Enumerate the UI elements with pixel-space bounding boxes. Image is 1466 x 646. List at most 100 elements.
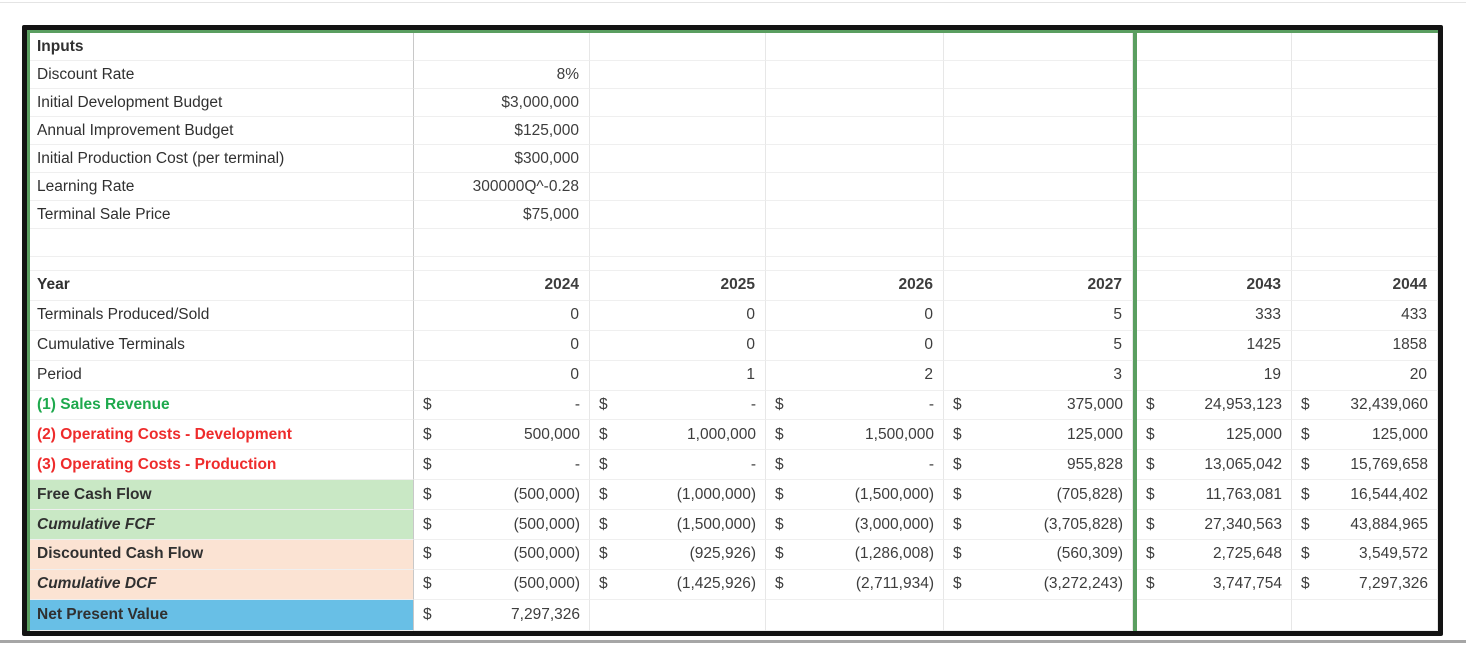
empty-cell[interactable] [944,201,1133,229]
money-cell[interactable]: $ - [766,390,944,421]
empty-cell[interactable] [1292,145,1438,173]
money-cell[interactable]: $955,828 [944,450,1133,481]
money-cell[interactable]: $1,500,000 [766,420,944,451]
empty-cell[interactable] [590,173,766,201]
count-cell[interactable]: 433 [1292,300,1438,331]
input-label-cell[interactable]: Initial Development Budget [30,89,414,117]
money-cell[interactable]: $ (3,000,000) [766,510,944,541]
empty-cell[interactable] [414,33,590,61]
empty-cell[interactable] [1292,33,1438,61]
empty-cell[interactable] [766,145,944,173]
input-value-cell[interactable]: $300,000 [414,145,590,173]
empty-cell[interactable] [1137,229,1292,257]
money-cell[interactable]: $43,884,965 [1292,510,1438,541]
money-cell[interactable]: $7,297,326 [1292,569,1438,600]
row-label-cell[interactable]: Net Present Value [30,599,414,631]
count-cell[interactable]: 1425 [1137,330,1292,361]
empty-cell[interactable] [1137,173,1292,201]
count-cell[interactable]: 2 [766,360,944,391]
empty-cell[interactable] [590,61,766,89]
input-label-cell[interactable]: Initial Production Cost (per terminal) [30,145,414,173]
empty-cell[interactable] [944,599,1133,631]
empty-cell[interactable] [1137,61,1292,89]
money-cell[interactable]: $13,065,042 [1137,450,1292,481]
row-label-cell[interactable]: (1) Sales Revenue [30,390,414,421]
money-cell[interactable]: $125,000 [944,420,1133,451]
money-cell[interactable]: $ - [414,390,590,421]
money-cell[interactable]: $7,297,326 [414,599,590,631]
input-value-cell[interactable]: $125,000 [414,117,590,145]
money-cell[interactable]: $125,000 [1137,420,1292,451]
count-cell[interactable]: 0 [590,330,766,361]
count-cell[interactable]: 20 [1292,360,1438,391]
count-cell[interactable]: 333 [1137,300,1292,331]
money-cell[interactable]: $375,000 [944,390,1133,421]
money-cell[interactable]: $ (1,500,000) [766,480,944,511]
empty-cell[interactable] [944,61,1133,89]
money-cell[interactable]: $16,544,402 [1292,480,1438,511]
money-cell[interactable]: $32,439,060 [1292,390,1438,421]
input-label-cell[interactable]: Annual Improvement Budget [30,117,414,145]
count-cell[interactable]: 3 [944,360,1133,391]
count-cell[interactable]: 5 [944,330,1133,361]
count-cell[interactable]: 0 [766,300,944,331]
money-cell[interactable]: $ (500,000) [414,480,590,511]
year-cell[interactable]: 2043 [1137,271,1292,301]
money-cell[interactable]: $ (560,309) [944,540,1133,570]
input-label-cell[interactable]: Terminal Sale Price [30,201,414,229]
empty-cell[interactable] [766,33,944,61]
money-cell[interactable]: $ (3,272,243) [944,569,1133,600]
empty-cell[interactable] [590,229,766,257]
money-cell[interactable]: $27,340,563 [1137,510,1292,541]
empty-cell[interactable] [1137,89,1292,117]
money-cell[interactable]: $ (3,705,828) [944,510,1133,541]
money-cell[interactable]: $3,549,572 [1292,540,1438,570]
money-cell[interactable]: $ - [414,450,590,481]
empty-cell[interactable] [944,257,1133,271]
money-cell[interactable]: $ (1,425,926) [590,569,766,600]
empty-cell[interactable] [1292,117,1438,145]
count-cell[interactable]: 0 [590,300,766,331]
empty-cell[interactable] [766,173,944,201]
empty-cell[interactable] [944,89,1133,117]
row-label-cell[interactable]: Cumulative DCF [30,569,414,600]
empty-cell[interactable] [766,599,944,631]
money-cell[interactable]: $2,725,648 [1137,540,1292,570]
empty-cell[interactable] [944,229,1133,257]
empty-cell[interactable] [590,117,766,145]
empty-cell[interactable] [1292,257,1438,271]
empty-cell[interactable] [414,257,590,271]
empty-cell[interactable] [1137,599,1292,631]
empty-label-cell[interactable] [30,257,414,271]
empty-cell[interactable] [1137,201,1292,229]
count-cell[interactable]: 0 [414,360,590,391]
empty-cell[interactable] [590,201,766,229]
money-cell[interactable]: $ (925,926) [590,540,766,570]
count-cell[interactable]: 0 [414,330,590,361]
empty-label-cell[interactable] [30,229,414,257]
money-cell[interactable]: $ - [590,450,766,481]
input-value-cell[interactable]: 300000Q^-0.28 [414,173,590,201]
year-cell[interactable]: 2024 [414,271,590,301]
empty-cell[interactable] [1292,173,1438,201]
empty-cell[interactable] [1292,61,1438,89]
count-cell[interactable]: 0 [766,330,944,361]
empty-cell[interactable] [590,89,766,117]
empty-cell[interactable] [944,145,1133,173]
money-cell[interactable]: $ (705,828) [944,480,1133,511]
money-cell[interactable]: $125,000 [1292,420,1438,451]
money-cell[interactable]: $ (500,000) [414,540,590,570]
row-label-cell[interactable]: Terminals Produced/Sold [30,300,414,331]
money-cell[interactable]: $1,000,000 [590,420,766,451]
count-cell[interactable]: 1858 [1292,330,1438,361]
empty-cell[interactable] [590,599,766,631]
input-label-cell[interactable]: Discount Rate [30,61,414,89]
empty-cell[interactable] [1137,33,1292,61]
input-label-cell[interactable]: Learning Rate [30,173,414,201]
empty-cell[interactable] [766,201,944,229]
row-label-cell[interactable]: (2) Operating Costs - Development [30,420,414,451]
section-title-cell[interactable]: Inputs [30,33,414,61]
money-cell[interactable]: $ (500,000) [414,510,590,541]
empty-cell[interactable] [766,229,944,257]
count-cell[interactable]: 19 [1137,360,1292,391]
